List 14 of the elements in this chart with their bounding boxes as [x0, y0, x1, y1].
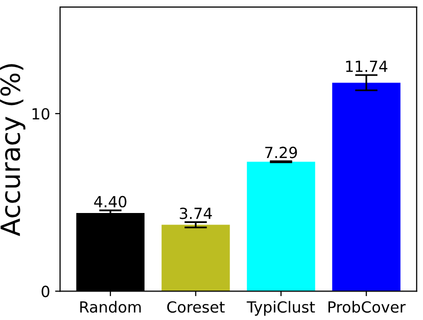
y-axis-title: Accuracy (%)	[0, 64, 26, 236]
x-tick-label: Coreset	[167, 301, 225, 313]
bar	[162, 224, 230, 292]
data-label: 11.74	[346, 60, 388, 72]
data-label: 7.29	[265, 146, 297, 158]
y-tick-label: 0	[42, 286, 50, 298]
x-tick-label: Random	[80, 300, 141, 313]
bar	[332, 82, 400, 292]
x-tick-label: ProbCover	[328, 300, 406, 313]
data-label: 4.40	[94, 196, 126, 208]
y-tick-label: 10	[32, 108, 50, 120]
data-label: 3.74	[180, 208, 212, 220]
bar	[246, 162, 316, 292]
x-tick-label: TypiClust	[246, 300, 315, 316]
